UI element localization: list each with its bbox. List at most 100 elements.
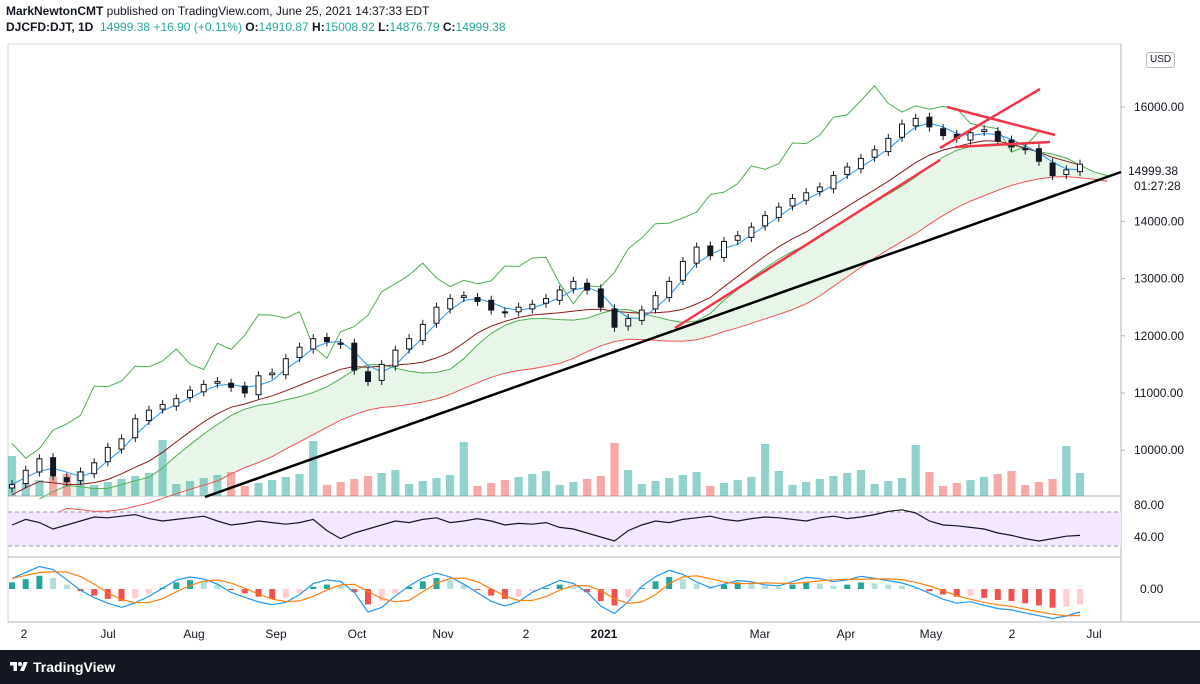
x-tick-label: Nov [432, 627, 453, 641]
chart-area[interactable]: 10000.00 11000.00 12000.00 13000.00 14000.00… [0, 0, 1200, 650]
macd-hist-bar [337, 585, 344, 589]
x-tick-label: 2 [21, 627, 28, 641]
volume-bar [541, 471, 551, 496]
low-value: 14876.79 [389, 20, 440, 34]
red-triangle-bottom[interactable] [954, 140, 1051, 149]
rsi-tick-label: 80.00 [1134, 498, 1164, 512]
volume-bar [185, 481, 195, 496]
volume-bar [363, 476, 373, 496]
macd-hist-bar [296, 589, 303, 594]
volume-bar [35, 480, 44, 496]
candle-body [22, 469, 29, 484]
candle-body [775, 206, 782, 218]
macd-hist-bar [899, 585, 905, 589]
candle-body [857, 157, 864, 170]
volume-bar [761, 444, 770, 496]
macd-hist-bar [1008, 589, 1015, 602]
footer-brand[interactable]: TradingView [33, 659, 116, 675]
volume-bar [322, 485, 331, 496]
time-axis[interactable]: 2 Jul Aug Sep Oct Nov 2 2021 Mar Apr May 2 Jul [21, 627, 1102, 641]
volume-bar [459, 442, 468, 496]
price-axis[interactable]: 10000.00 11000.00 12000.00 13000.00 14000.00… [1121, 55, 1184, 596]
macd-hist-bar [734, 582, 741, 589]
macd-line [11, 565, 1081, 620]
volume-bar [966, 480, 975, 496]
currency-badge[interactable]: USD [1146, 52, 1176, 68]
senkou-span-b [39, 176, 1108, 523]
candle-body [940, 128, 947, 137]
macd-hist-bar [118, 589, 125, 602]
volume-bar [802, 482, 811, 496]
volume-bar [843, 473, 852, 496]
candle-body [515, 306, 522, 313]
macd-hist-bar [611, 589, 618, 606]
x-tick-label: Mar [750, 627, 771, 641]
macd-hist-bar [570, 586, 577, 589]
volume-bar [254, 483, 263, 496]
macd-hist-bar [857, 582, 864, 589]
macd-hist-bar [63, 584, 70, 589]
volume-bar [925, 472, 934, 496]
candle-body [296, 346, 303, 359]
macd-hist-bar [1049, 589, 1056, 608]
volume-bar [952, 483, 961, 496]
macd-hist-bar [679, 579, 686, 589]
volume-bar [268, 480, 277, 496]
volume-bar [1034, 482, 1043, 496]
volume-bar [90, 485, 99, 496]
macd-hist-bar [378, 589, 385, 602]
macd-hist-bar [597, 589, 604, 602]
macd-hist-bar [844, 584, 851, 589]
red-rising-trendline[interactable] [674, 158, 941, 330]
candles [9, 112, 1083, 493]
macd-hist-bar [9, 582, 15, 589]
volume-bar [103, 482, 112, 496]
macd-hist-bar [721, 584, 727, 589]
candle-body [36, 458, 43, 473]
macd-tick-label: 0.00 [1140, 582, 1164, 596]
volume-bar [939, 486, 948, 496]
red-triangle-top[interactable] [946, 105, 1056, 137]
macd-hist-bar [1035, 589, 1042, 606]
x-tick-label: Jul [1086, 627, 1101, 641]
macd-hist-bar [282, 589, 289, 598]
x-tick-label: 2 [1009, 627, 1016, 641]
chikou-span [11, 85, 1040, 459]
candle-body [269, 372, 276, 376]
macd-hist-bar [132, 589, 139, 598]
macd-hist-bar [830, 585, 837, 589]
candle-body [529, 303, 536, 310]
volume-bar [350, 479, 359, 496]
volume-bar [980, 477, 989, 496]
candle-body [474, 297, 481, 302]
symbol-label[interactable]: DJCFD:DJT, 1D [6, 20, 94, 34]
macd-hist-bar [365, 589, 371, 605]
black-support-trendline[interactable] [204, 170, 1122, 499]
volume-bar [774, 471, 783, 496]
rsi-tick-label: 40.00 [1134, 530, 1164, 544]
candle-body [9, 484, 15, 489]
candle-body [693, 246, 700, 264]
macd-hist-bar [926, 589, 933, 592]
macd-hist-bar [255, 589, 262, 597]
y-tick-label: 12000.00 [1134, 329, 1184, 343]
volume-bar [788, 485, 797, 496]
publisher-name[interactable]: MarkNewtonCMT [6, 4, 104, 18]
volume-bar [391, 470, 400, 496]
bar-countdown: 01:27:28 [1134, 179, 1181, 193]
low-label: L: [378, 20, 390, 34]
macd-hist-bar [803, 582, 810, 589]
volume-bar [569, 482, 578, 496]
candle-body [597, 288, 604, 308]
candle-body [118, 438, 125, 450]
macd-hist-bar [36, 575, 43, 589]
volume-bar [528, 474, 537, 496]
macd-hist-bar [22, 579, 29, 589]
macd-hist-bar [351, 589, 358, 593]
volume-bar [993, 474, 1002, 496]
macd-hist-bar [693, 583, 700, 589]
candle-body [337, 342, 344, 345]
candle-body [762, 215, 769, 227]
candle-body [173, 398, 180, 407]
candle-body [899, 123, 905, 138]
